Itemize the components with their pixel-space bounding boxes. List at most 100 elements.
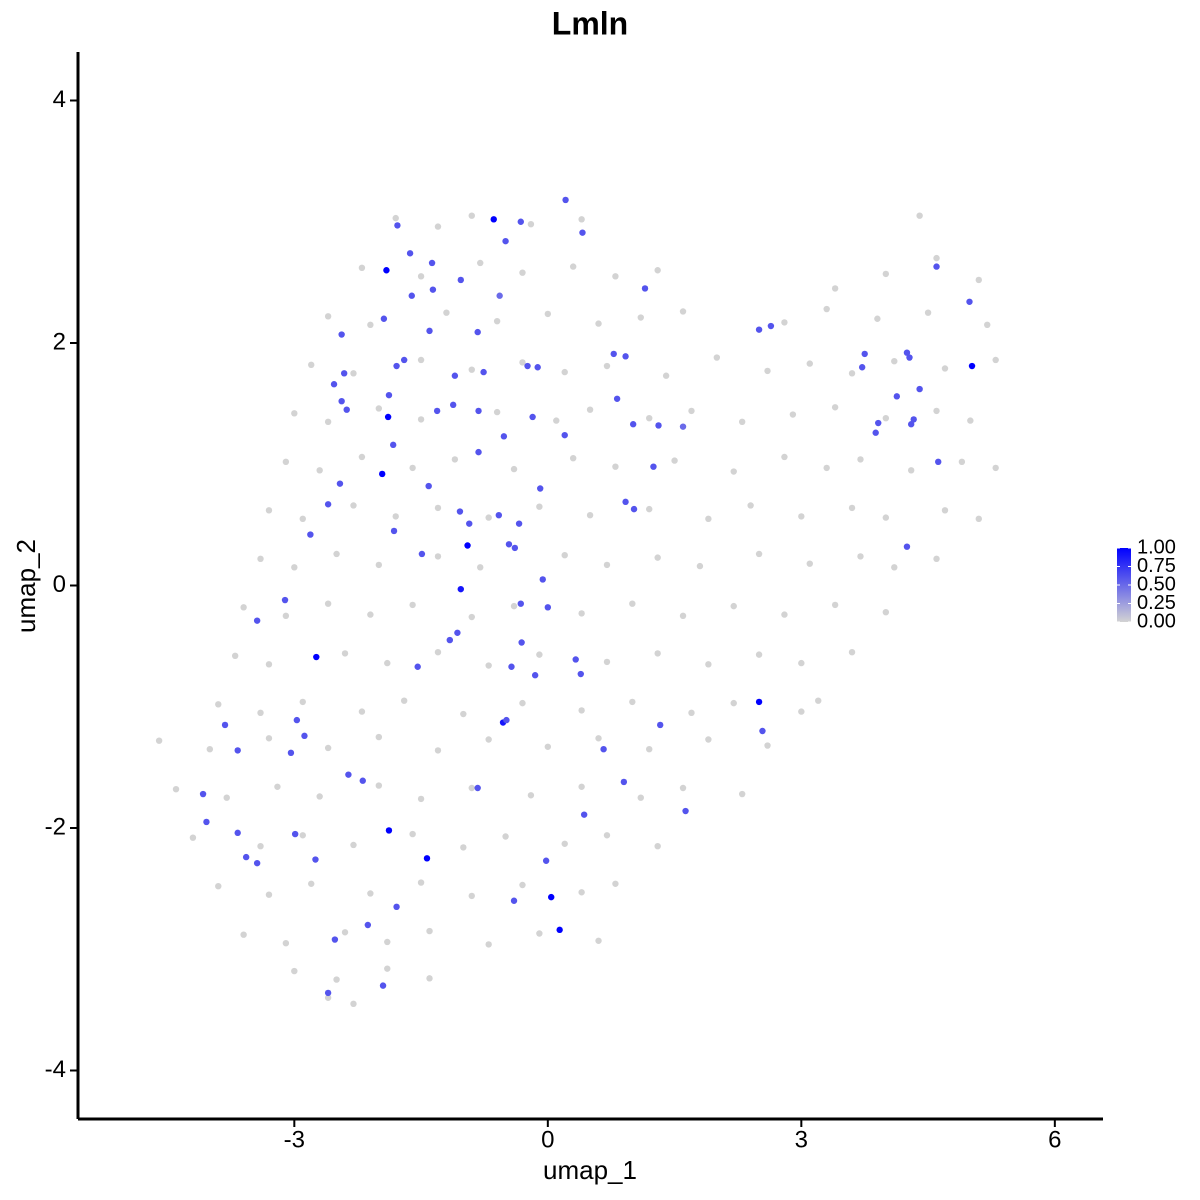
point (468, 613, 475, 621)
point (468, 892, 475, 900)
point (308, 880, 315, 887)
point (367, 611, 374, 618)
point (629, 421, 637, 428)
point (671, 457, 678, 464)
point (629, 600, 636, 607)
point (446, 636, 454, 644)
point (781, 319, 788, 326)
point (331, 936, 339, 943)
point (907, 421, 915, 428)
point (460, 710, 467, 718)
point (338, 398, 345, 405)
point (580, 811, 588, 818)
point (417, 416, 425, 423)
point (613, 395, 621, 402)
point (350, 841, 357, 849)
point (662, 372, 670, 379)
point (375, 782, 383, 789)
point (475, 407, 482, 415)
point (242, 853, 250, 861)
point (341, 650, 349, 657)
point (394, 222, 401, 229)
point (872, 429, 879, 436)
point (831, 404, 839, 411)
point (477, 564, 484, 571)
point (519, 269, 526, 276)
point (358, 264, 366, 272)
point (518, 639, 525, 646)
point (423, 855, 431, 862)
point (240, 931, 247, 938)
point (474, 328, 481, 336)
point (393, 903, 400, 911)
point (287, 749, 295, 757)
point (848, 648, 856, 656)
point (434, 223, 442, 230)
point (798, 659, 805, 667)
point (603, 362, 611, 370)
point (798, 708, 805, 715)
point (595, 320, 602, 327)
point (257, 555, 264, 563)
point (646, 745, 653, 753)
point (882, 414, 890, 422)
point (468, 784, 475, 792)
point (705, 736, 712, 743)
point (730, 468, 737, 475)
point (500, 433, 508, 440)
point (798, 513, 805, 520)
point (338, 331, 345, 338)
point (493, 408, 501, 416)
point (480, 368, 487, 376)
point (307, 531, 314, 538)
point (578, 889, 585, 896)
point (569, 454, 577, 462)
point (282, 612, 290, 620)
point (257, 709, 264, 717)
point (496, 292, 503, 299)
point (875, 419, 882, 427)
point (891, 357, 898, 365)
point (400, 697, 408, 704)
point (603, 561, 611, 569)
point (417, 273, 425, 280)
point (907, 467, 915, 474)
point (418, 550, 426, 558)
point (477, 259, 484, 267)
point (655, 422, 662, 429)
point (544, 743, 552, 750)
point (426, 927, 433, 935)
point (189, 834, 197, 841)
point (544, 310, 552, 318)
point (524, 362, 531, 370)
point (364, 921, 372, 929)
point (882, 270, 890, 278)
point (916, 385, 923, 393)
point (324, 501, 332, 508)
point (454, 629, 461, 636)
point (414, 663, 421, 670)
point (384, 965, 391, 972)
point (367, 890, 374, 897)
point (389, 441, 397, 449)
point (650, 463, 657, 470)
point (519, 699, 526, 707)
point (215, 883, 222, 890)
point (474, 784, 481, 792)
point (341, 929, 349, 936)
point (858, 364, 866, 371)
point (924, 309, 932, 316)
point (688, 407, 695, 415)
point (234, 747, 241, 754)
point (385, 827, 393, 834)
point (510, 897, 518, 904)
point (392, 214, 399, 222)
point (281, 596, 289, 604)
point (312, 856, 319, 863)
point (308, 361, 315, 369)
point (654, 650, 661, 657)
point (612, 463, 619, 470)
point (510, 465, 518, 473)
point (511, 544, 519, 552)
chart-title: Lmln (552, 5, 628, 41)
